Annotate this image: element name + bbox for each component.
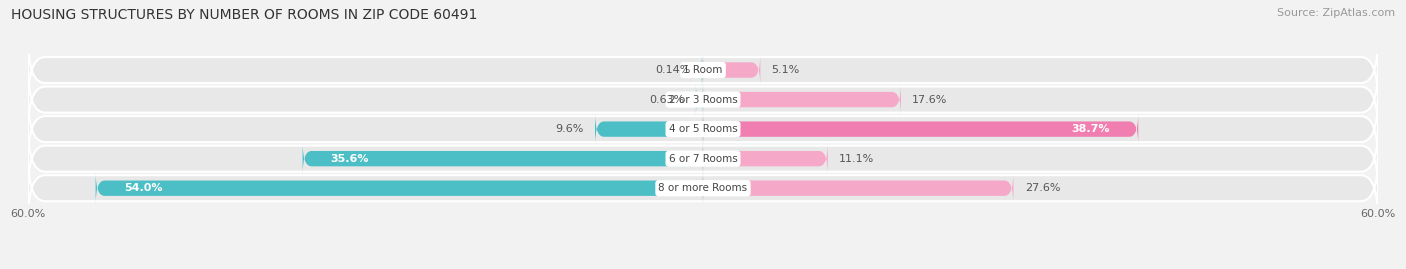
Text: HOUSING STRUCTURES BY NUMBER OF ROOMS IN ZIP CODE 60491: HOUSING STRUCTURES BY NUMBER OF ROOMS IN… (11, 8, 478, 22)
Text: 0.14%: 0.14% (655, 65, 690, 75)
Text: 54.0%: 54.0% (124, 183, 162, 193)
Text: 27.6%: 27.6% (1025, 183, 1060, 193)
FancyBboxPatch shape (695, 84, 704, 115)
FancyBboxPatch shape (695, 54, 710, 86)
FancyBboxPatch shape (28, 127, 1378, 190)
FancyBboxPatch shape (595, 113, 703, 145)
Text: 9.6%: 9.6% (555, 124, 583, 134)
FancyBboxPatch shape (96, 172, 703, 204)
FancyBboxPatch shape (28, 39, 1378, 101)
Text: 5.1%: 5.1% (772, 65, 800, 75)
Text: 35.6%: 35.6% (330, 154, 370, 164)
Text: 1 Room: 1 Room (683, 65, 723, 75)
Text: 0.63%: 0.63% (650, 95, 685, 105)
FancyBboxPatch shape (703, 84, 901, 115)
FancyBboxPatch shape (28, 157, 1378, 220)
FancyBboxPatch shape (703, 54, 761, 86)
Text: Source: ZipAtlas.com: Source: ZipAtlas.com (1277, 8, 1395, 18)
FancyBboxPatch shape (703, 172, 1014, 204)
Text: 2 or 3 Rooms: 2 or 3 Rooms (669, 95, 737, 105)
FancyBboxPatch shape (302, 143, 703, 175)
FancyBboxPatch shape (28, 68, 1378, 131)
Text: 4 or 5 Rooms: 4 or 5 Rooms (669, 124, 737, 134)
Text: 11.1%: 11.1% (839, 154, 875, 164)
Text: 38.7%: 38.7% (1071, 124, 1111, 134)
FancyBboxPatch shape (703, 113, 1139, 145)
FancyBboxPatch shape (703, 143, 828, 175)
Text: 8 or more Rooms: 8 or more Rooms (658, 183, 748, 193)
FancyBboxPatch shape (28, 98, 1378, 160)
Text: 17.6%: 17.6% (912, 95, 948, 105)
Text: 6 or 7 Rooms: 6 or 7 Rooms (669, 154, 737, 164)
